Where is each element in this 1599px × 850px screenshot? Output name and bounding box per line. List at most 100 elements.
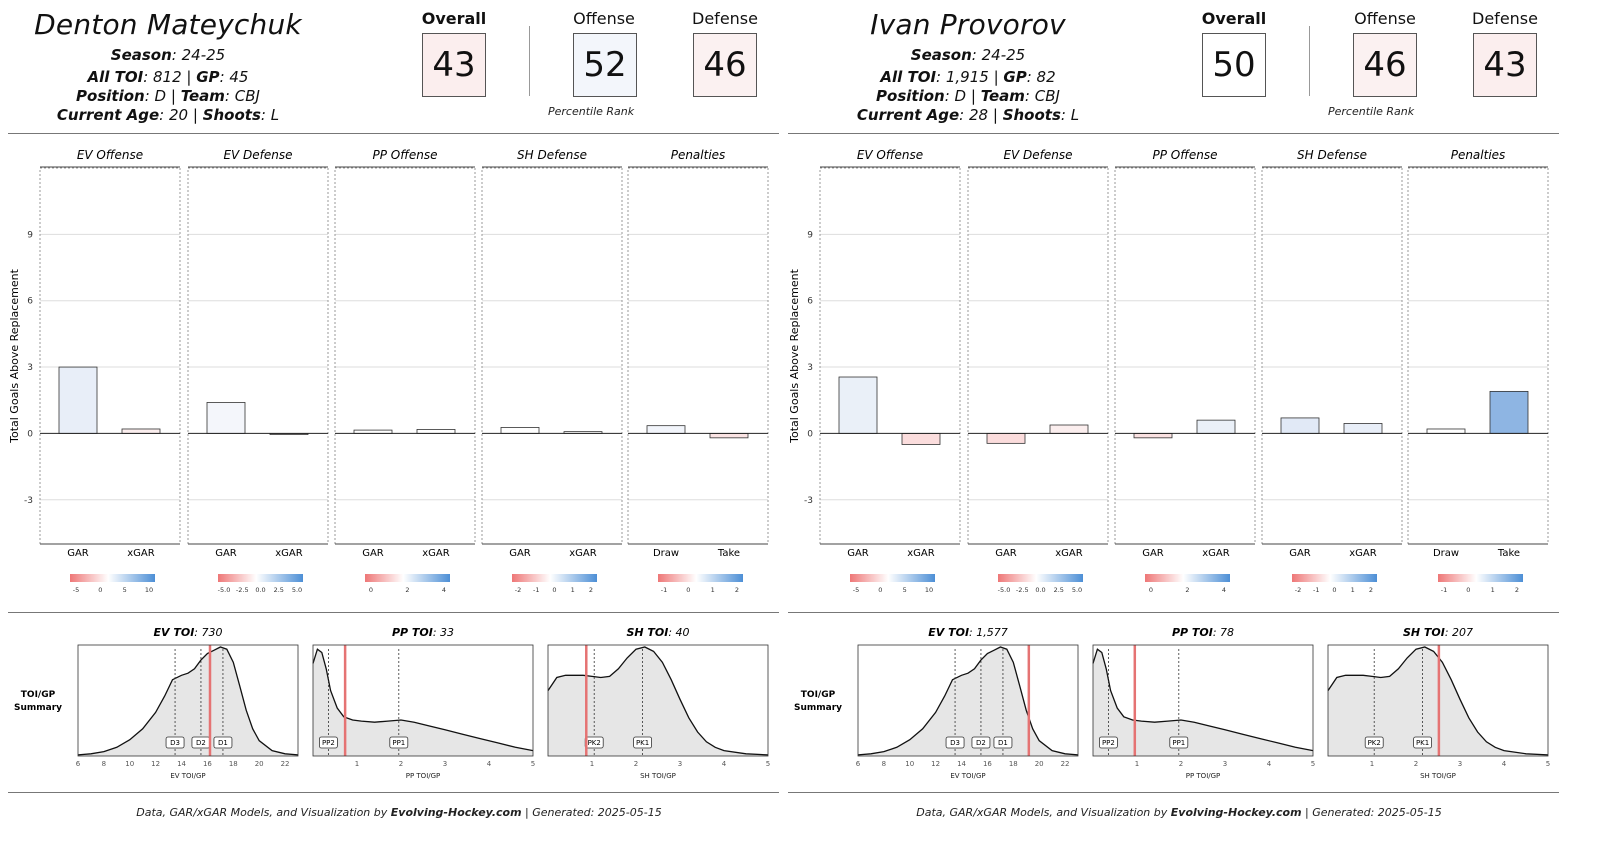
divider-bottom [8, 792, 779, 793]
y-tick-label: -3 [24, 496, 33, 506]
offense-rank-box: 52 [573, 33, 637, 97]
reference-label-box [993, 736, 1013, 749]
color-legend [70, 574, 155, 582]
panel-title: Penalties [671, 148, 726, 162]
panel-title: EV Offense [857, 148, 923, 162]
x-tick-label: GAR [215, 548, 237, 559]
legend-tick-label: -2 [515, 586, 521, 594]
x-tick-label: 2 [399, 760, 403, 768]
density-area [78, 647, 298, 756]
x-tick-label: 2 [1179, 760, 1183, 768]
y-tick-label: 6 [807, 297, 813, 307]
color-legend [512, 574, 597, 582]
panel-title: EV Defense [1003, 148, 1072, 162]
reference-label-box [318, 736, 338, 749]
reference-label: PP2 [322, 739, 335, 747]
reference-label-box [1169, 736, 1189, 749]
bar-take [709, 433, 749, 439]
defense-label: Defense [1472, 9, 1538, 28]
x-tick-label: GAR [847, 548, 869, 559]
color-legend [1145, 574, 1230, 582]
x-tick-label: 2 [634, 760, 638, 768]
x-tick-label: xGAR [275, 548, 303, 559]
density-line [77, 646, 299, 756]
x-tick-label: 4 [1267, 760, 1272, 768]
x-tick-label: 5 [1546, 760, 1550, 768]
divider-middle [788, 612, 1559, 613]
panel-frame [1407, 167, 1549, 545]
x-tick-label: 5 [766, 760, 770, 768]
x-tick-label: 18 [229, 760, 238, 768]
density-line [1327, 646, 1549, 756]
toi-title-value: : 33 [433, 626, 454, 639]
position-team-line: Position: D | Team: CBJ [876, 87, 1060, 105]
reference-label: PK2 [1368, 739, 1381, 747]
reference-label-box [165, 736, 185, 749]
toi-title-label: PP TOI [1172, 626, 1213, 639]
density-frame [547, 644, 769, 757]
legend-tick-label: -5 [73, 586, 79, 594]
x-tick-label: 5 [531, 760, 535, 768]
toi-title-value: : 730 [194, 626, 222, 639]
x-axis-label: EV TOI/GP [950, 772, 985, 780]
density-frame [857, 644, 1079, 757]
legend-tick-label: -5 [853, 586, 859, 594]
x-tick-label: xGAR [569, 548, 597, 559]
density-line [312, 648, 534, 752]
x-tick-label: 1 [590, 760, 594, 768]
legend-tick-label: 2 [735, 586, 739, 594]
legend-tick-label: 1 [571, 586, 575, 594]
toi-panel-title: PP TOI: 33 [392, 626, 454, 639]
x-tick-label: 10 [905, 760, 914, 768]
color-legend [1292, 574, 1377, 582]
panel-frame [819, 167, 961, 545]
toi-title-value: : 40 [668, 626, 689, 639]
reference-label-box [971, 736, 991, 749]
legend-tick-label: 2 [1369, 586, 1373, 594]
x-tick-label: 14 [177, 760, 186, 768]
density-line [857, 646, 1079, 756]
reference-label-box [389, 736, 409, 749]
toi-gp-line: All TOI: 1,915 | GP: 82 [880, 68, 1056, 86]
y-tick-label: -3 [804, 496, 813, 506]
legend-tick-label: -2.5 [1016, 586, 1029, 594]
x-tick-label: GAR [1142, 548, 1164, 559]
y-tick-label: 6 [27, 297, 33, 307]
toi-title-value: : 1,577 [969, 626, 1008, 639]
legend-tick-label: 2 [405, 586, 409, 594]
x-tick-label: xGAR [907, 548, 935, 559]
offense-rank-box: 46 [1353, 33, 1417, 97]
x-tick-label: 12 [151, 760, 160, 768]
gar-bar-chart: Total Goals Above Replacement -3 0 3 6 9 EV Of… [8, 148, 769, 594]
x-tick-label: 22 [1061, 760, 1070, 768]
legend-tick-label: 2 [589, 586, 593, 594]
x-tick-label: GAR [362, 548, 384, 559]
y-tick-label: 3 [27, 363, 33, 373]
toi-title-value: : 207 [1445, 626, 1473, 639]
offense-label: Offense [573, 9, 635, 28]
panel-frame [187, 167, 329, 545]
x-tick-label: xGAR [127, 548, 155, 559]
player-card-1: Denton Mateychuk Season: 24-25 All TOI: … [8, 0, 790, 850]
defense-label: Defense [692, 9, 758, 28]
legend-tick-label: -1 [1441, 586, 1447, 594]
density-frame [77, 644, 299, 757]
x-tick-label: 3 [1223, 760, 1227, 768]
x-tick-label: Draw [1433, 548, 1459, 559]
legend-tick-label: 0 [369, 586, 373, 594]
density-frame [1327, 644, 1549, 757]
season-line: Season: 24-25 [110, 46, 226, 64]
toi-title-label: SH TOI [626, 626, 668, 639]
legend-tick-label: 2.5 [274, 586, 284, 594]
color-legend [218, 574, 303, 582]
toi-title-value: : 78 [1213, 626, 1234, 639]
x-tick-label: 6 [76, 760, 81, 768]
density-line [1092, 648, 1314, 752]
legend-tick-label: 2 [1185, 586, 1189, 594]
panel-frame [39, 167, 181, 545]
panel-frame [967, 167, 1109, 545]
bar-xgar [1049, 424, 1089, 434]
panel-title: PP Offense [372, 148, 437, 162]
